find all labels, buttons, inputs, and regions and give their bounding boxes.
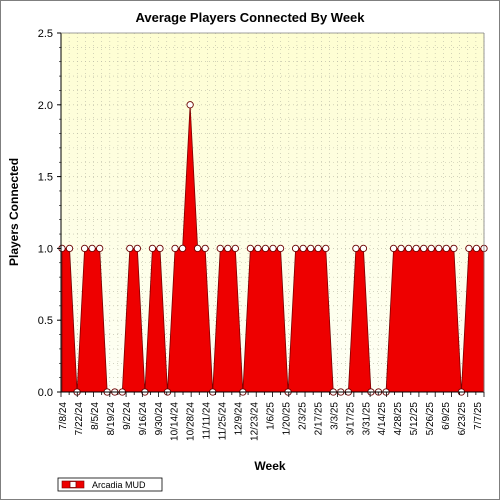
data-point-marker — [88, 244, 96, 253]
data-point-marker — [246, 244, 255, 253]
data-point-marker — [231, 244, 239, 253]
data-point-marker — [148, 244, 157, 253]
x-tick-label: 12/23/24 — [250, 402, 261, 441]
x-tick-label: 4/28/25 — [393, 402, 404, 436]
data-point-marker — [186, 101, 194, 109]
x-tick-label: 3/17/25 — [345, 402, 356, 436]
data-point-marker — [261, 244, 270, 253]
x-tick-label: 1/20/25 — [281, 402, 292, 436]
x-tick-label: 6/23/25 — [457, 402, 468, 436]
data-point-marker — [254, 244, 262, 253]
x-tick-label: 8/5/24 — [90, 402, 101, 430]
y-axis-label: Players Connected — [7, 158, 21, 266]
x-tick-label: 12/9/24 — [234, 402, 245, 436]
plot-area: 0.0 0.5 1.0 1.5 2.0 2.5 7/8/24 7/22/24 8/5/24 8/1… — [38, 28, 488, 441]
data-point-marker — [193, 244, 202, 253]
x-tick-label: 5/26/25 — [425, 402, 436, 436]
data-point-marker — [389, 244, 398, 253]
y-tick-label: 2.0 — [38, 100, 53, 112]
legend-marker — [69, 481, 77, 488]
x-tick-label: 2/3/25 — [297, 402, 308, 430]
x-tick-label: 10/28/24 — [186, 402, 197, 441]
chart-title: Average Players Connected By Week — [135, 10, 365, 25]
data-point-marker — [450, 244, 458, 253]
data-point-marker — [435, 244, 443, 253]
data-point-marker — [427, 244, 435, 253]
data-point-marker — [412, 244, 420, 253]
y-tick-label: 1.0 — [38, 243, 53, 255]
data-point-marker — [216, 244, 224, 253]
x-tick-label: 5/12/25 — [409, 402, 420, 436]
x-axis-label: Week — [254, 459, 285, 473]
data-point-marker — [420, 244, 428, 253]
data-point-marker — [359, 244, 368, 253]
x-tick-label: 4/14/25 — [377, 402, 388, 436]
data-point-marker — [276, 244, 285, 253]
data-point-marker — [307, 244, 315, 253]
x-tick-label: 9/2/24 — [122, 402, 133, 430]
x-tick-label: 9/30/24 — [154, 402, 165, 436]
x-tick-label: 3/31/25 — [361, 402, 372, 436]
data-point-marker — [133, 244, 142, 253]
data-point-marker — [156, 244, 164, 253]
x-tick-label: 6/9/25 — [441, 402, 452, 430]
data-point-marker — [201, 244, 209, 253]
x-tick-label: 1/6/25 — [266, 402, 277, 430]
data-point-marker — [442, 244, 450, 253]
data-point-marker — [472, 244, 481, 253]
y-tick-label: 2.5 — [38, 28, 53, 40]
data-point-marker — [224, 244, 232, 253]
x-tick-label: 11/25/24 — [218, 402, 229, 441]
data-point-marker — [80, 244, 89, 253]
data-point-marker — [178, 244, 187, 253]
x-tick-label: 7/22/24 — [74, 402, 85, 436]
x-tick-label: 9/16/24 — [138, 402, 149, 436]
data-point-marker — [291, 244, 300, 253]
data-point-marker — [126, 244, 134, 253]
data-point-marker — [299, 244, 307, 253]
data-point-marker — [269, 244, 277, 253]
data-point-marker — [171, 244, 179, 253]
y-tick-label: 0.0 — [38, 387, 53, 399]
x-tick-label: 11/11/24 — [202, 402, 213, 440]
data-point-marker — [65, 244, 74, 253]
data-point-marker — [322, 244, 330, 253]
x-tick-label: 10/14/24 — [170, 402, 181, 441]
x-tick-label: 3/3/25 — [329, 402, 340, 430]
data-point-marker — [404, 244, 413, 253]
legend-label: Arcadia MUD — [92, 480, 146, 490]
data-point-marker — [96, 244, 104, 253]
legend: Arcadia MUD — [57, 477, 163, 492]
data-point-marker — [397, 244, 405, 253]
x-tick-label: 7/8/24 — [58, 402, 69, 430]
x-tick-label: 2/17/25 — [313, 402, 324, 436]
y-tick-label: 1.5 — [38, 172, 53, 184]
x-tick-label: 8/19/24 — [106, 402, 117, 436]
y-tick-label: 0.5 — [38, 315, 53, 327]
x-tick-label: 7/7/25 — [473, 402, 484, 430]
data-point-marker — [352, 244, 360, 253]
data-point-marker — [465, 244, 473, 253]
data-point-marker — [314, 244, 322, 253]
